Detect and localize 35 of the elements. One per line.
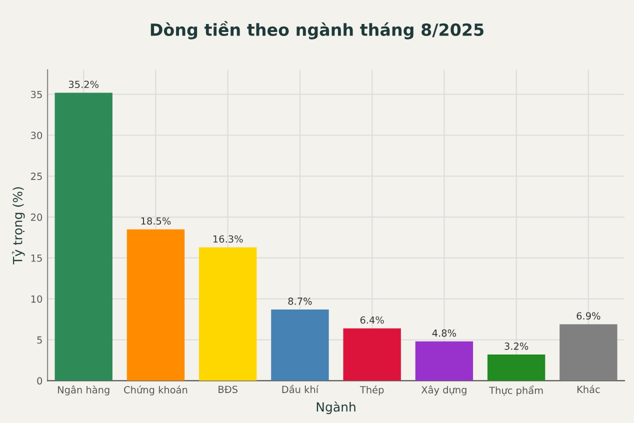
bar bbox=[415, 341, 474, 381]
data-label: 35.2% bbox=[68, 80, 99, 88]
bar bbox=[271, 310, 329, 381]
data-label: 18.5% bbox=[141, 217, 171, 225]
bar bbox=[54, 92, 112, 381]
bar bbox=[343, 328, 401, 381]
y-axis-title: Tỷ trọng (%) bbox=[12, 187, 25, 264]
bar bbox=[198, 247, 257, 381]
data-label: 6.9% bbox=[576, 312, 600, 320]
data-label: 3.2% bbox=[504, 342, 528, 350]
x-tick-label: Xây dựng bbox=[421, 386, 466, 396]
bar bbox=[560, 324, 618, 381]
data-label: 4.8% bbox=[432, 329, 456, 337]
y-tick-label: 20 bbox=[31, 214, 42, 221]
y-tick-label: 25 bbox=[31, 172, 42, 180]
y-tick-label: 30 bbox=[31, 132, 42, 140]
x-tick-label: Thép bbox=[360, 386, 384, 396]
x-tick-label: Dầu khí bbox=[282, 384, 319, 394]
y-tick-label: 15 bbox=[31, 254, 42, 262]
x-tick-label: Khác bbox=[577, 385, 600, 394]
data-label: 6.4% bbox=[360, 316, 384, 324]
x-tick-label: Ngân hàng bbox=[58, 386, 110, 396]
y-tick-label: 5 bbox=[37, 336, 42, 344]
data-label: 8.7% bbox=[288, 298, 312, 305]
data-label: 16.3% bbox=[213, 235, 243, 243]
x-tick-label: Chứng khoán bbox=[124, 386, 188, 396]
bar bbox=[487, 354, 546, 381]
chart-title: Dòng tiền theo ngành tháng 8/2025 bbox=[150, 21, 484, 40]
y-tick-label: 10 bbox=[31, 295, 42, 303]
y-tick-label: 0 bbox=[37, 377, 42, 385]
y-tick-label: 35 bbox=[31, 90, 42, 98]
x-axis-title: Ngành bbox=[316, 402, 356, 414]
bar bbox=[126, 229, 185, 381]
x-tick-label: Thực phẩm bbox=[489, 386, 543, 396]
x-tick-label: BĐS bbox=[218, 386, 238, 394]
